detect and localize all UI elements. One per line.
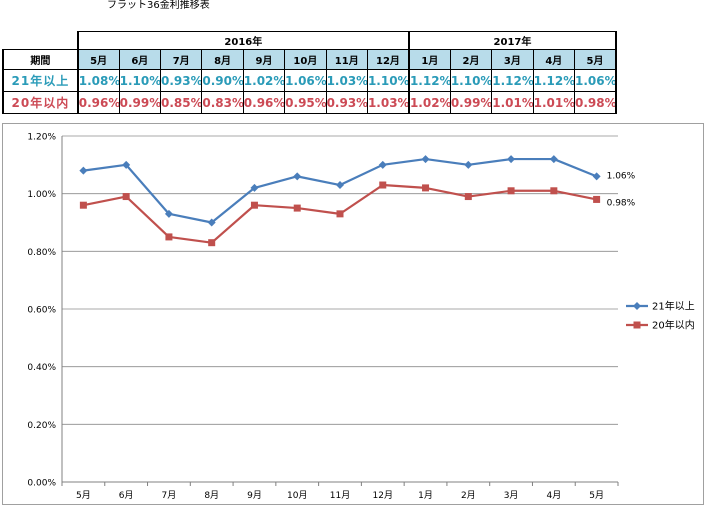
rate-cell: 0.95% bbox=[284, 91, 327, 114]
data-point bbox=[378, 160, 387, 169]
chart-frame bbox=[2, 123, 704, 505]
month-header: 4月 bbox=[532, 49, 576, 70]
data-label: 0.98% bbox=[607, 198, 636, 208]
rate-cell: 1.10% bbox=[366, 69, 410, 92]
data-point bbox=[293, 204, 301, 212]
data-point bbox=[79, 201, 87, 209]
x-tick-label: 7月 bbox=[162, 490, 177, 501]
data-point bbox=[507, 187, 515, 195]
rate-cell: 1.03% bbox=[366, 91, 410, 114]
data-point bbox=[421, 155, 430, 164]
y-tick-label: 0.20% bbox=[27, 421, 56, 431]
rate-cell: 0.96% bbox=[76, 91, 120, 114]
data-point bbox=[336, 181, 344, 190]
data-point bbox=[293, 172, 302, 181]
x-tick-label: 5月 bbox=[76, 490, 91, 501]
data-point bbox=[549, 155, 558, 164]
rate-cell: 0.83% bbox=[201, 91, 244, 114]
rate-cell: 0.93% bbox=[325, 91, 368, 114]
legend-label: 20年以内 bbox=[652, 319, 695, 332]
year-header-blank bbox=[3, 31, 79, 50]
month-header: 12月 bbox=[366, 49, 410, 70]
data-point bbox=[207, 218, 216, 227]
rate-cell: 1.01% bbox=[491, 91, 534, 114]
x-tick-label: 8月 bbox=[204, 490, 219, 501]
y-tick-label: 1.00% bbox=[27, 190, 56, 200]
legend-marker bbox=[633, 321, 641, 329]
row-20-years: 20年以内 0.96% 0.99% 0.85% 0.83% 0.96% 0.95… bbox=[2, 91, 617, 114]
data-point bbox=[122, 193, 130, 201]
data-point bbox=[122, 160, 131, 169]
rate-cell: 1.06% bbox=[574, 69, 617, 92]
legend-label: 21年以上 bbox=[652, 300, 695, 313]
row-label: 20年以内 bbox=[2, 91, 79, 114]
rate-cell: 0.98% bbox=[574, 91, 617, 114]
month-header: 7月 bbox=[159, 49, 203, 70]
rate-cell: 1.01% bbox=[532, 91, 576, 114]
month-header: 2月 bbox=[449, 49, 493, 70]
data-point bbox=[507, 155, 516, 164]
year-2016: 2016年 bbox=[76, 31, 410, 50]
rate-cell: 1.02% bbox=[407, 91, 451, 114]
rate-cell: 1.12% bbox=[491, 69, 534, 92]
data-point bbox=[336, 210, 344, 218]
data-point bbox=[464, 193, 472, 201]
x-tick-label: 2月 bbox=[461, 490, 476, 501]
data-point bbox=[208, 239, 216, 247]
x-tick-label: 5月 bbox=[589, 490, 604, 501]
data-point bbox=[422, 184, 430, 192]
data-point bbox=[164, 209, 173, 218]
data-label: 1.06% bbox=[607, 171, 636, 181]
data-point bbox=[592, 172, 601, 181]
row-21-years: 21年以上 1.08% 1.10% 0.93% 0.90% 1.02% 1.06… bbox=[2, 69, 617, 92]
page-title: フラット36金利推移表 bbox=[107, 0, 210, 11]
month-header: 9月 bbox=[242, 49, 286, 70]
data-point bbox=[550, 187, 558, 195]
legend-marker bbox=[633, 302, 641, 310]
y-tick-label: 0.40% bbox=[27, 363, 56, 373]
x-tick-label: 10月 bbox=[287, 490, 307, 501]
x-tick-label: 4月 bbox=[546, 490, 561, 501]
x-tick-label: 3月 bbox=[504, 490, 519, 501]
y-tick-label: 0.00% bbox=[27, 479, 56, 489]
month-header: 5月 bbox=[574, 49, 617, 70]
year-header-row: 2016年 2017年 bbox=[3, 31, 618, 50]
year-2017: 2017年 bbox=[407, 31, 618, 50]
rate-cell: 0.99% bbox=[449, 91, 493, 114]
rate-cell: 1.06% bbox=[284, 69, 327, 92]
data-point bbox=[79, 166, 88, 175]
x-tick-label: 12月 bbox=[373, 490, 393, 501]
x-tick-label: 1月 bbox=[418, 490, 433, 501]
rate-table: 2016年 2017年 期間 5月 6月 7月 8月 9月 10月 11月 12… bbox=[2, 31, 618, 114]
month-header: 6月 bbox=[118, 49, 162, 70]
month-header: 3月 bbox=[491, 49, 534, 70]
rate-cell: 0.93% bbox=[159, 69, 203, 92]
month-header-row: 期間 5月 6月 7月 8月 9月 10月 11月 12月 1月 2月 3月 4… bbox=[2, 49, 617, 70]
rate-cell: 0.90% bbox=[201, 69, 244, 92]
data-point bbox=[593, 195, 601, 203]
data-point bbox=[165, 233, 173, 241]
y-tick-label: 0.60% bbox=[27, 306, 56, 316]
y-tick-label: 0.80% bbox=[27, 248, 56, 258]
x-tick-label: 9月 bbox=[247, 490, 262, 501]
x-tick-label: 11月 bbox=[330, 490, 350, 501]
y-tick-label: 1.20% bbox=[27, 133, 56, 143]
rate-cell: 1.10% bbox=[118, 69, 162, 92]
month-header: 11月 bbox=[325, 49, 368, 70]
rate-cell: 1.03% bbox=[325, 69, 368, 92]
data-point bbox=[464, 160, 473, 169]
x-tick-label: 6月 bbox=[119, 490, 134, 501]
data-point bbox=[379, 181, 387, 189]
month-header: 10月 bbox=[284, 49, 327, 70]
data-point bbox=[250, 201, 258, 209]
rate-cell: 0.96% bbox=[242, 91, 286, 114]
rate-cell: 0.85% bbox=[159, 91, 203, 114]
data-point bbox=[250, 183, 259, 192]
rate-cell: 0.99% bbox=[118, 91, 162, 114]
rate-cell: 1.08% bbox=[76, 69, 120, 92]
